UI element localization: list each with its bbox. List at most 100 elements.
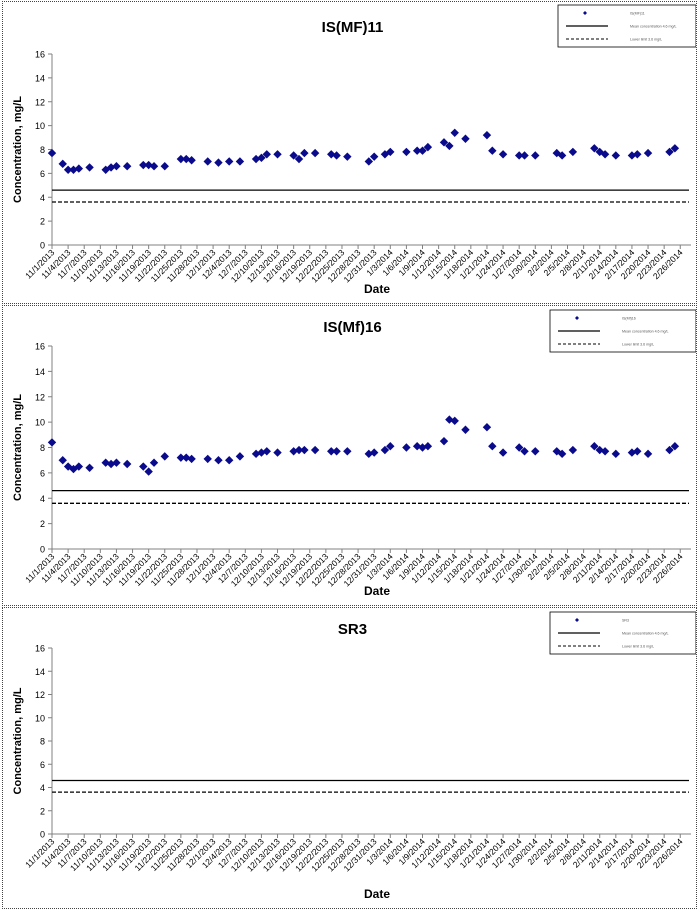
data-point: [58, 455, 67, 465]
y-tick-label: 12: [35, 97, 45, 107]
data-point: [139, 160, 148, 170]
y-tick-label: 8: [40, 737, 45, 747]
x-axis-label: Date: [364, 584, 390, 598]
data-point: [262, 150, 271, 159]
data-point: [63, 462, 73, 471]
data-point: [332, 447, 341, 456]
data-point: [332, 151, 341, 160]
y-tick-label: 14: [35, 667, 45, 677]
data-point: [520, 151, 529, 160]
data-point: [310, 148, 320, 158]
data-point: [590, 442, 599, 451]
chart-title: IS(Mf)16: [323, 319, 381, 336]
y-tick-label: 10: [35, 121, 45, 131]
data-point: [300, 148, 309, 158]
chart-panel-is-mf-16: IS(Mf)16 Concentration, mg/L 0 2 4 6 8 10 12 14 16…: [2, 305, 697, 606]
data-point: [633, 447, 642, 456]
legend-label-mean: Mean concentration 4.6 mg/L: [622, 631, 669, 635]
data-point: [439, 138, 449, 147]
data-point: [160, 452, 169, 461]
legend-marker-series: [575, 316, 579, 320]
data-point: [386, 442, 395, 451]
y-tick-label: 6: [40, 468, 45, 478]
data-point: [633, 150, 642, 159]
data-point: [482, 130, 492, 140]
y-tick-label: 0: [40, 241, 45, 251]
y-tick-label: 10: [35, 418, 45, 428]
data-point: [85, 163, 94, 172]
y-tick-label: 16: [35, 50, 45, 60]
data-point: [300, 445, 309, 455]
data-point: [74, 462, 84, 471]
data-point: [176, 154, 186, 164]
data-point: [112, 458, 121, 467]
data-point: [402, 147, 411, 157]
y-tick-label: 12: [35, 392, 45, 402]
data-point: [235, 157, 245, 166]
y-tick-label: 12: [35, 690, 45, 700]
y-tick-label: 2: [40, 806, 45, 816]
data-point: [488, 146, 497, 155]
legend-marker-series: [575, 618, 579, 622]
data-point: [450, 128, 459, 137]
y-axis-label: Concentration, mg/L: [12, 687, 24, 794]
legend-label-series: IS(MF)11: [630, 11, 645, 15]
data-point: [423, 142, 433, 152]
data-point: [380, 445, 390, 455]
y-tick-label: 4: [40, 494, 45, 504]
data-point: [568, 445, 578, 455]
chart-svg: IS(Mf)16 Concentration, mg/L 0 2 4 6 8 10 12 14 16…: [12, 309, 696, 598]
y-tick-label: 4: [40, 783, 45, 793]
y-tick-label: 6: [40, 760, 45, 770]
data-point: [552, 148, 561, 158]
data-point: [514, 151, 524, 160]
data-point: [552, 447, 561, 456]
data-point: [600, 447, 610, 456]
data-point: [160, 162, 169, 171]
data-point: [262, 447, 271, 456]
data-point: [294, 445, 304, 455]
data-point: [488, 442, 497, 451]
data-point: [643, 449, 653, 459]
data-point: [520, 447, 529, 456]
data-point: [412, 146, 422, 155]
data-point: [235, 452, 245, 461]
data-point: [665, 445, 674, 455]
data-point: [590, 144, 599, 153]
legend-marker-series: [583, 11, 587, 15]
data-point: [531, 151, 540, 160]
data-point: [670, 442, 680, 451]
y-tick-label: 10: [35, 713, 45, 723]
data-point: [364, 157, 374, 166]
legend-label-mean: Mean concentration 4.6 mg/L: [630, 24, 677, 28]
data-point: [665, 147, 674, 157]
data-point: [294, 154, 304, 164]
data-point: [85, 463, 94, 472]
data-point: [343, 152, 352, 161]
legend-label-lower: Lower limit 3.6 mg/L: [622, 342, 654, 346]
data-point: [257, 153, 266, 163]
data-point: [611, 151, 621, 160]
data-point: [63, 165, 73, 174]
y-tick-label: 4: [40, 193, 45, 203]
chart-title: SR3: [338, 621, 367, 638]
data-point: [498, 448, 508, 457]
legend-label-lower: Lower limit 3.6 mg/L: [622, 644, 654, 648]
y-tick-label: 0: [40, 830, 45, 840]
data-point: [418, 146, 427, 155]
y-tick-label: 6: [40, 169, 45, 179]
x-axis-label: Date: [364, 887, 390, 901]
data-point: [176, 453, 186, 462]
data-point: [122, 162, 132, 171]
legend-label-lower: Lower limit 3.6 mg/L: [630, 37, 662, 41]
y-tick-label: 0: [40, 545, 45, 555]
data-point: [273, 448, 282, 457]
data-point: [386, 147, 395, 157]
data-point: [47, 148, 57, 158]
chart-panel-sr3: SR3 Concentration, mg/L 0 2 4 6 8 10 12 14 16 11/1/…: [2, 607, 697, 909]
data-point: [289, 151, 298, 160]
data-point: [187, 454, 196, 464]
data-point: [203, 157, 212, 166]
y-tick-label: 2: [40, 519, 45, 529]
